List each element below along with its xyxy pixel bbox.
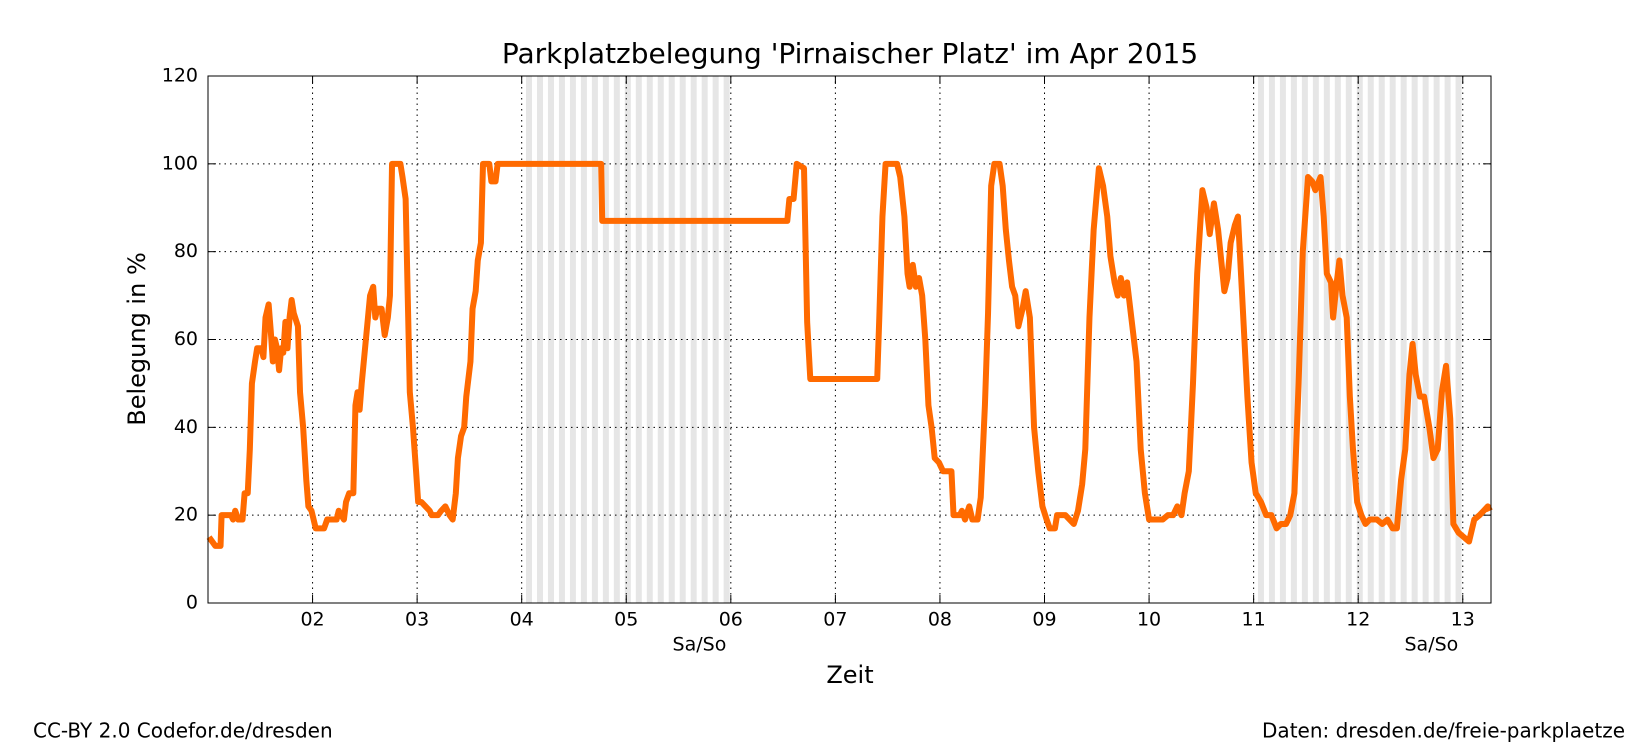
y-tick-label: 40 [174,416,198,438]
weekend-stripe [1312,76,1319,603]
weekend-shading [1257,76,1462,603]
y-tick-label: 20 [174,504,198,526]
weekend-stripe [526,76,533,603]
weekend-stripe [602,76,609,603]
weekend-stripe [679,76,686,603]
x-tick-label: 05 [614,609,638,631]
weekend-stripe [569,76,576,603]
x-tick-label: 12 [1346,609,1370,631]
credit-left: CC-BY 2.0 Codefor.de/dresden [33,719,333,743]
weekend-stripe [1400,76,1407,603]
credit-right: Daten: dresden.de/freie-parkplaetze [1262,719,1625,743]
weekend-stripe [591,76,598,603]
weekend-stripe [1444,76,1451,603]
weekend-stripe [536,76,543,603]
weekend-stripe [547,76,554,603]
weekend-shading [526,76,730,603]
weekend-stripe [635,76,642,603]
y-tick-label: 80 [174,240,198,262]
y-tick-label: 0 [186,592,198,614]
weekend-stripe [1356,76,1363,603]
weekend-stripe [1279,76,1286,603]
x-tick-label: 11 [1242,609,1266,631]
weekend-stripe [1389,76,1396,603]
y-tick-label: 120 [162,65,198,87]
x-tick-label: 09 [1032,609,1056,631]
x-axis-label: Zeit [826,661,873,689]
weekend-stripe [1367,76,1374,603]
weekend-stripe [558,76,565,603]
data-line [206,160,1493,549]
weekend-stripe [1257,76,1264,603]
annotation: Sa/So [1405,634,1459,656]
x-tick-label: 04 [510,609,534,631]
x-tick-label: 07 [823,609,847,631]
weekend-stripe [701,76,708,603]
weekend-stripe [580,76,587,603]
x-tick-label: 08 [928,609,952,631]
weekend-stripe [613,76,620,603]
y-axis-label: Belegung in % [123,252,151,426]
weekend-stripe [1334,76,1341,603]
x-tick-label: 03 [405,609,429,631]
weekend-stripe [1411,76,1418,603]
plot-frame [207,75,1492,604]
x-tick-label: 06 [719,609,743,631]
weekend-stripe [646,76,653,603]
annotation: Sa/So [673,634,727,656]
weekend-stripe [1301,76,1308,603]
y-tick-label: 60 [174,328,198,350]
weekend-stripe [1268,76,1275,603]
weekend-stripe [668,76,675,603]
weekend-stripe [712,76,719,603]
x-tick-label: 13 [1451,609,1475,631]
weekend-stripe [1433,76,1440,603]
weekend-stripe [1422,76,1429,603]
weekend-stripe [690,76,697,603]
weekend-stripe [1323,76,1330,603]
weekend-stripe [1290,76,1297,603]
weekend-stripe [723,76,730,603]
x-tick-label: 10 [1137,609,1161,631]
weekend-stripe [657,76,664,603]
weekend-stripe [1378,76,1385,603]
chart-title: Parkplatzbelegung 'Pirnaischer Platz' im… [502,37,1198,70]
weekend-stripe [624,76,631,603]
y-tick-label: 100 [162,152,198,174]
x-tick-label: 02 [300,609,324,631]
weekend-stripe [1455,76,1462,603]
